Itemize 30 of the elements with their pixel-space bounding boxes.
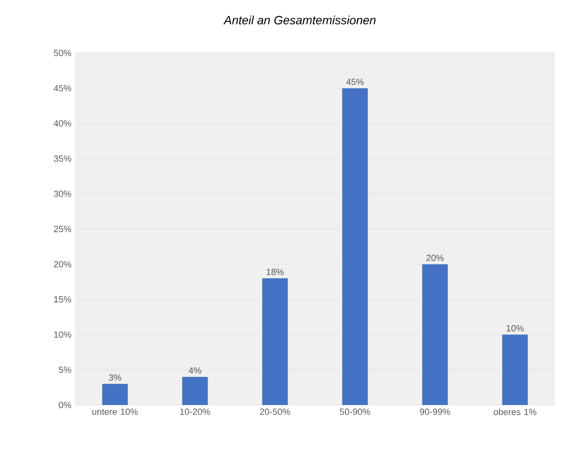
y-tick-label: 45% <box>54 85 72 92</box>
x-tick-label: 20-50% <box>260 408 290 415</box>
bar <box>102 384 128 405</box>
data-label: 3% <box>108 374 122 381</box>
bar <box>342 88 368 405</box>
x-tick-label: 50-90% <box>340 408 370 415</box>
bar <box>422 264 448 405</box>
x-tick-label: untere 10% <box>92 408 138 415</box>
data-label: 4% <box>188 367 202 374</box>
y-tick-label: 20% <box>54 261 72 268</box>
data-label: 20% <box>426 254 444 262</box>
y-tick-label: 10% <box>54 331 72 338</box>
y-tick-label: 30% <box>54 190 72 197</box>
y-tick-label: 40% <box>54 120 72 127</box>
data-label: 45% <box>346 78 364 86</box>
bar <box>502 334 528 405</box>
y-tick-label: 25% <box>54 226 72 232</box>
data-label: 10% <box>506 325 524 332</box>
x-tick-label: oberes 1% <box>494 408 536 416</box>
y-tick-label: 35% <box>54 155 72 162</box>
bar <box>182 376 208 405</box>
y-tick-label: 15% <box>54 296 72 303</box>
y-tick-label: 5% <box>58 366 72 373</box>
y-tick-label: 0% <box>58 402 72 408</box>
y-tick-label: 50% <box>54 50 72 56</box>
chart-title: Anteil an Gesamtemissionen <box>223 16 376 24</box>
x-tick-label: 10-20% <box>180 408 210 415</box>
bar <box>262 278 288 405</box>
data-label: 18% <box>266 268 284 276</box>
x-tick-label: 90-99% <box>420 408 450 415</box>
